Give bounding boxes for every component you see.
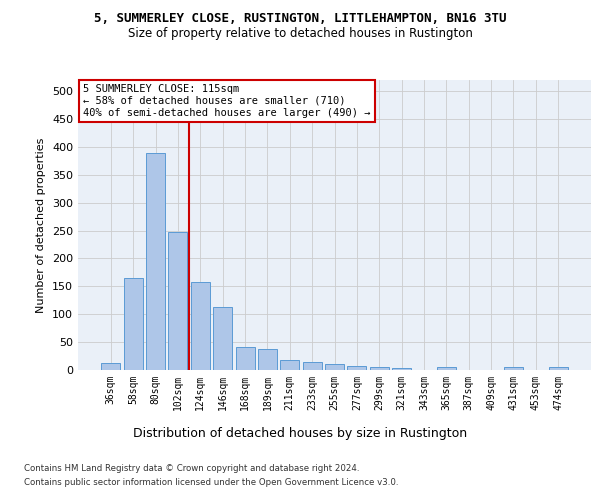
Bar	[236, 346, 254, 370]
Text: 5 SUMMERLEY CLOSE: 115sqm
← 58% of detached houses are smaller (710)
40% of semi: 5 SUMMERLEY CLOSE: 115sqm ← 58% of detac…	[83, 84, 371, 117]
Text: Contains public sector information licensed under the Open Government Licence v3: Contains public sector information licen…	[24, 478, 398, 487]
Bar	[504, 367, 523, 370]
Bar	[347, 366, 367, 370]
Bar	[280, 360, 299, 370]
Bar	[302, 362, 322, 370]
Bar	[437, 367, 456, 370]
Bar	[169, 232, 187, 370]
Text: 5, SUMMERLEY CLOSE, RUSTINGTON, LITTLEHAMPTON, BN16 3TU: 5, SUMMERLEY CLOSE, RUSTINGTON, LITTLEHA…	[94, 12, 506, 26]
Bar	[101, 364, 121, 370]
Bar	[191, 282, 210, 370]
Text: Size of property relative to detached houses in Rustington: Size of property relative to detached ho…	[128, 28, 472, 40]
Bar	[392, 368, 411, 370]
Bar	[124, 278, 143, 370]
Bar	[213, 307, 232, 370]
Bar	[548, 367, 568, 370]
Text: Contains HM Land Registry data © Crown copyright and database right 2024.: Contains HM Land Registry data © Crown c…	[24, 464, 359, 473]
Bar	[370, 366, 389, 370]
Bar	[258, 349, 277, 370]
Bar	[325, 364, 344, 370]
Bar	[146, 152, 165, 370]
Text: Distribution of detached houses by size in Rustington: Distribution of detached houses by size …	[133, 428, 467, 440]
Y-axis label: Number of detached properties: Number of detached properties	[37, 138, 46, 312]
